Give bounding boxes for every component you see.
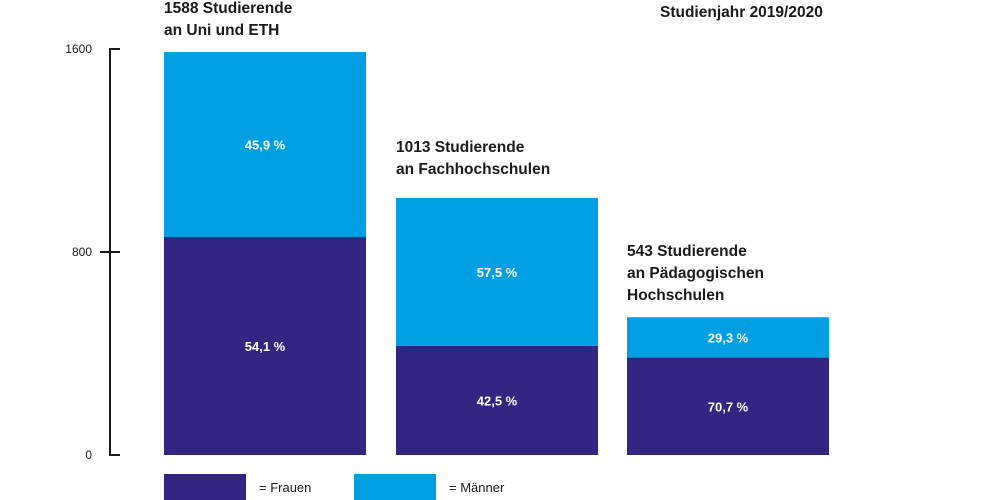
legend-swatch-frauen (164, 474, 246, 500)
category-label-line: Hochschulen (627, 287, 725, 304)
bar-percent-label: 57,5 % (477, 265, 518, 280)
category-label-line: 1588 Studierende (164, 0, 293, 17)
bar-segment-maenner (164, 52, 366, 238)
category-label-uni: 1588 Studierende an Uni und ETH (164, 0, 292, 42)
bar-segment-frauen (164, 237, 366, 455)
bar-percent-label: 42,5 % (477, 393, 518, 408)
bar-segment-maenner (396, 197, 598, 346)
legend-swatch-maenner (354, 474, 436, 500)
y-tick-label: 0 (85, 448, 92, 462)
bar-percent-label: 54,1 % (245, 339, 286, 354)
y-tick-label: 1600 (65, 42, 92, 56)
legend: = Frauen = Männer (164, 474, 505, 500)
bar-percent-label: 29,3 % (708, 330, 749, 345)
bar-segment-maenner (627, 317, 829, 358)
bars: 54,1 % 45,9 % 42,5 % 57,5 % 70,7 % 29,3 % (164, 52, 829, 455)
category-label-line: 543 Studierende (627, 243, 747, 260)
category-label-fh: 1013 Studierende an Fachhochschulen (396, 137, 550, 181)
legend-label: = Männer (449, 480, 505, 495)
bar-segment-frauen (396, 345, 598, 455)
bar-percent-label: 70,7 % (708, 399, 749, 414)
chart-title: Studienjahr 2019/2020 (660, 4, 823, 21)
category-label-line: 1013 Studierende (396, 139, 525, 156)
category-label-ph: 543 Studierende an Pädagogischen Hochsch… (627, 241, 764, 307)
category-label-line: an Pädagogischen (627, 265, 764, 282)
bar-percent-label: 45,9 % (245, 138, 286, 153)
legend-label: = Frauen (259, 480, 311, 495)
y-axis: 0 800 1600 (65, 42, 120, 462)
bar-segment-frauen (627, 357, 829, 455)
y-tick-label: 800 (72, 245, 92, 259)
category-label-line: an Fachhochschulen (396, 161, 551, 178)
category-label-line: an Uni und ETH (164, 22, 280, 39)
